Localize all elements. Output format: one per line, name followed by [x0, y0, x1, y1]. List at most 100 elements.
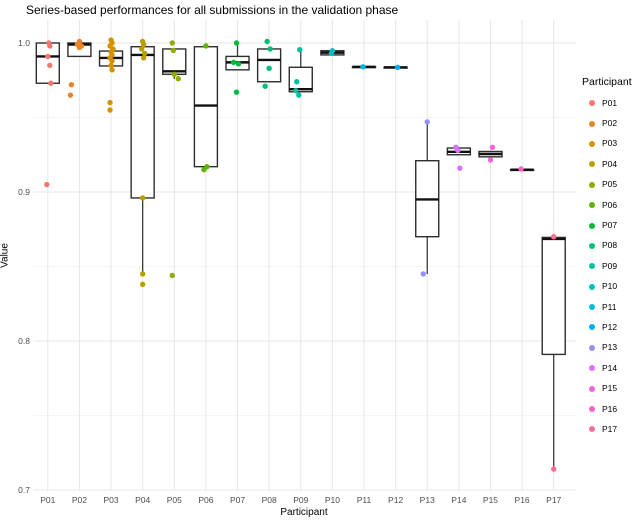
- legend-item-P16: P16: [582, 399, 640, 419]
- x-axis-title: Participant: [280, 507, 328, 518]
- data-point-P06: [203, 43, 209, 49]
- legend-item-P12: P12: [582, 317, 640, 337]
- x-tick-label: P16: [514, 495, 530, 505]
- boxplot-P13: [415, 121, 440, 274]
- data-point-P07: [233, 89, 240, 95]
- legend-color-dot: [589, 100, 595, 107]
- legend-label: P09: [602, 260, 618, 271]
- boxplot-P17: [541, 236, 566, 470]
- data-point-P08: [262, 83, 268, 89]
- y-tick-label: 0.7: [18, 485, 30, 495]
- box: [35, 42, 60, 84]
- data-point-P13: [424, 119, 430, 125]
- box: [256, 48, 282, 83]
- legend-color-dot: [589, 365, 595, 372]
- boxplot-P06: [193, 46, 219, 168]
- legend-item-P10: P10: [582, 277, 640, 297]
- y-axis-title: Value: [0, 243, 11, 268]
- x-tick-label: P13: [419, 495, 435, 505]
- data-point-P17: [551, 234, 557, 240]
- data-point-P08: [264, 38, 270, 45]
- x-tick-label: P03: [103, 495, 119, 505]
- legend-color-dot: [589, 181, 595, 188]
- x-tick-label: P09: [293, 495, 309, 505]
- x-tick-label: P14: [451, 495, 467, 505]
- legend-items: P01 P02 P03 P04 P05 P06 P07 P08 P09 P10 P11 P12 P13 P…: [582, 93, 640, 440]
- data-point-P01: [47, 43, 53, 49]
- data-point-P04: [139, 195, 146, 201]
- data-point-P09: [297, 47, 303, 53]
- x-tick-label: P04: [135, 495, 151, 505]
- x-tick-label: P17: [546, 495, 562, 505]
- data-point-P09: [294, 79, 300, 85]
- legend-label: P11: [602, 301, 617, 312]
- x-tick-label: P11: [356, 495, 372, 505]
- data-point-P01: [48, 80, 54, 86]
- legend-label: P02: [602, 118, 618, 129]
- x-tick-label: P15: [482, 495, 499, 505]
- x-tick-label: P05: [166, 495, 182, 505]
- data-point-P05: [170, 47, 176, 54]
- data-point-P15: [489, 144, 496, 150]
- legend-color-dot: [589, 242, 595, 249]
- data-point-P14: [455, 147, 461, 153]
- legend-label: P15: [602, 383, 618, 394]
- legend-label: P07: [602, 220, 618, 231]
- data-point-P14: [457, 165, 463, 171]
- boxplot-P08: [256, 48, 282, 83]
- boxplot-P01: [35, 42, 60, 84]
- box: [130, 46, 155, 199]
- legend-item-P03: P03: [582, 134, 640, 154]
- data-point-P01: [44, 181, 50, 188]
- legend: Participant P01 P02 P03 P04 P05 P06 P07 P08 P09 P…: [582, 76, 640, 440]
- legend-color-dot: [589, 385, 595, 392]
- legend-item-P02: P02: [582, 113, 640, 133]
- data-point-P05: [169, 272, 175, 279]
- data-point-P04: [139, 271, 146, 277]
- data-point-P13: [420, 271, 426, 277]
- data-point-P02: [67, 92, 74, 98]
- data-point-P04: [140, 55, 147, 61]
- data-point-P09: [293, 87, 299, 94]
- legend-color-dot: [589, 263, 595, 270]
- box: [288, 66, 313, 93]
- data-point-P11: [360, 64, 366, 70]
- legend-color-dot: [589, 140, 595, 147]
- legend-color-dot: [589, 161, 595, 168]
- box: [541, 236, 566, 356]
- x-tick-label: P12: [388, 495, 404, 505]
- data-point-P05: [171, 71, 177, 77]
- legend-label: P12: [602, 321, 618, 332]
- data-point-P15: [487, 157, 494, 163]
- data-point-P02: [68, 82, 75, 88]
- data-point-P12: [394, 64, 401, 70]
- x-tick-label: P07: [229, 495, 246, 505]
- data-point-P08: [267, 46, 273, 52]
- legend-label: P16: [602, 403, 618, 414]
- boxplot-P09: [288, 49, 313, 93]
- chart-title: Series-based performances for all submis…: [26, 3, 399, 17]
- data-point-P03: [108, 62, 114, 69]
- legend-item-P17: P17: [582, 419, 640, 439]
- legend-item-P06: P06: [582, 195, 640, 215]
- x-tick-label: P10: [324, 495, 340, 505]
- legend-color-dot: [589, 426, 595, 433]
- legend-color-dot: [589, 202, 595, 209]
- legend-color-dot: [589, 304, 595, 311]
- data-point-P03: [109, 58, 115, 64]
- legend-item-P04: P04: [582, 154, 640, 174]
- data-point-P02: [76, 44, 83, 51]
- data-point-P16: [518, 166, 524, 172]
- data-point-P03: [107, 107, 113, 113]
- y-tick-label: 1.0: [18, 38, 30, 48]
- legend-item-P08: P08: [582, 236, 640, 256]
- legend-item-P14: P14: [582, 358, 640, 378]
- x-tick-label: P06: [198, 495, 214, 505]
- legend-item-P11: P11: [582, 297, 640, 317]
- data-point-P07: [235, 61, 242, 67]
- data-point-P06: [201, 166, 207, 173]
- data-point-P04: [141, 50, 148, 57]
- legend-color-dot: [589, 222, 595, 229]
- data-point-P08: [266, 65, 272, 72]
